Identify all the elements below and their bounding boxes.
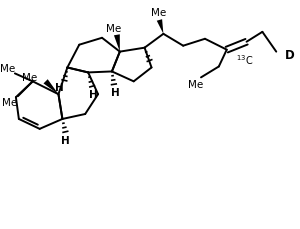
Polygon shape xyxy=(114,35,120,52)
Text: H: H xyxy=(89,90,98,100)
Polygon shape xyxy=(44,80,59,95)
Text: Me: Me xyxy=(22,73,38,83)
Text: Me: Me xyxy=(0,64,16,74)
Text: H: H xyxy=(61,135,70,145)
Text: D: D xyxy=(285,49,295,62)
Text: Me: Me xyxy=(2,98,18,108)
Text: Me: Me xyxy=(151,8,166,18)
Polygon shape xyxy=(157,20,164,35)
Text: H: H xyxy=(110,88,119,98)
Text: Me: Me xyxy=(188,80,204,90)
Text: Me: Me xyxy=(106,24,122,34)
Text: $^{13}$C: $^{13}$C xyxy=(236,53,253,67)
Text: H: H xyxy=(55,83,64,93)
